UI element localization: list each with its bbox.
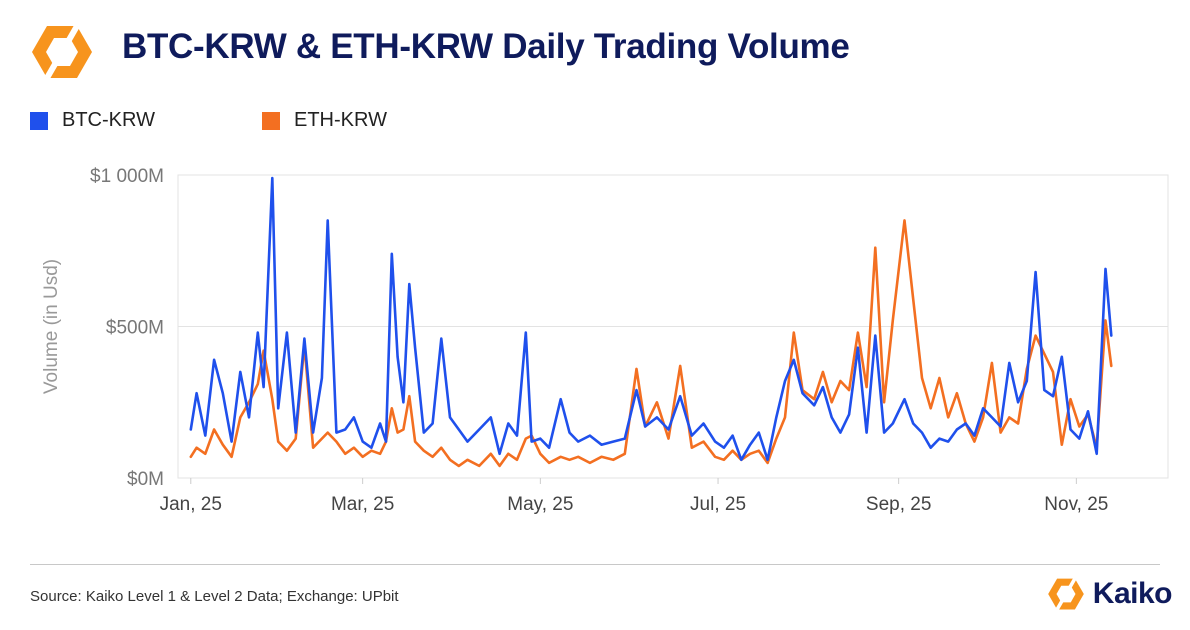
kaiko-logo-icon <box>1047 577 1084 611</box>
x-tick-label: Jul, 25 <box>690 494 746 515</box>
legend-label-btc: BTC-KRW <box>62 109 155 131</box>
volume-line-chart: $0M $500M $1 000M Jan, 25 Mar, 25 May, 25 Jul,… <box>41 166 1169 515</box>
legend-item-btc: BTC-KRW <box>30 109 155 132</box>
brand-logo: Kaiko <box>1047 575 1173 613</box>
y-tick-label: $500M <box>106 318 164 339</box>
legend-swatch-btc <box>30 111 48 130</box>
brand-name: Kaiko <box>1092 577 1173 610</box>
source-note: Source: Kaiko Level 1 & Level 2 Data; Ex… <box>30 588 399 605</box>
legend-swatch-eth <box>262 111 280 130</box>
series-line-btc-krw <box>189 176 1113 462</box>
x-tick-label: Jan, 25 <box>160 494 222 515</box>
x-tick-label: May, 25 <box>507 494 573 515</box>
x-tick-label: Nov, 25 <box>1044 494 1108 515</box>
x-tick-label: Sep, 25 <box>866 494 932 515</box>
y-tick-label: $1 000M <box>90 166 164 187</box>
footer-divider <box>30 564 1160 565</box>
legend-label-eth: ETH-KRW <box>294 109 387 131</box>
series-line-eth-krw <box>189 219 1113 468</box>
chart-title: BTC-KRW & ETH-KRW Daily Trading Volume <box>122 27 850 66</box>
x-tick-label: Mar, 25 <box>331 494 394 515</box>
y-axis-label: Volume (in Usd) <box>41 259 62 394</box>
legend-item-eth: ETH-KRW <box>262 109 387 132</box>
y-tick-label: $0M <box>127 469 164 490</box>
kaiko-logo-icon <box>30 20 94 84</box>
